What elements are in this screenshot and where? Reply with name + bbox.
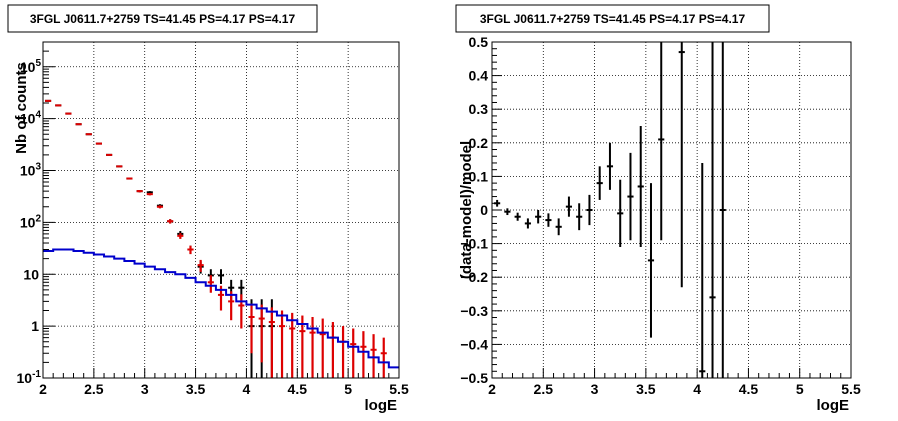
x-tick-label: 2.5 bbox=[84, 381, 104, 397]
y-tick-label: 0.2 bbox=[469, 135, 489, 151]
y-tick-label: 0.4 bbox=[469, 68, 489, 84]
y-tick-label: 0 bbox=[480, 202, 488, 218]
x-tick-label: 2 bbox=[39, 381, 47, 397]
plot-area bbox=[494, 42, 726, 378]
x-axis-title: logE bbox=[817, 397, 850, 414]
x-tick-label: 3.5 bbox=[636, 381, 656, 397]
x-tick-label: 3 bbox=[591, 381, 599, 397]
residuals-panel: 3FGL J0611.7+2759 TS=41.45 PS=4.17 PS=4.… bbox=[455, 4, 861, 414]
y-axis-title: Nb of counts bbox=[13, 62, 30, 154]
x-tick-label: 4.5 bbox=[739, 381, 759, 397]
counts-panel: 3FGL J0611.7+2759 TS=41.45 PS=4.17 PS=4.… bbox=[7, 4, 409, 414]
x-tick-label: 2.5 bbox=[534, 381, 554, 397]
y-tick-label: 0.3 bbox=[469, 101, 489, 117]
y-tick-label: −0.1 bbox=[460, 236, 488, 252]
y-tick-label: 0.5 bbox=[469, 34, 489, 50]
y-tick-label: 103 bbox=[20, 162, 42, 179]
plot-frame bbox=[491, 41, 852, 379]
title-box bbox=[455, 4, 770, 33]
y-tick-label: 0.1 bbox=[469, 168, 489, 184]
x-tick-label: 4 bbox=[693, 381, 701, 397]
y-tick-label: 1 bbox=[31, 318, 39, 334]
x-tick-label: 5 bbox=[796, 381, 804, 397]
chart-title: 3FGL J0611.7+2759 TS=41.45 PS=4.17 PS=4.… bbox=[30, 12, 296, 26]
y-tick-label: 104 bbox=[20, 110, 42, 127]
x-axis-title: logE bbox=[365, 397, 398, 414]
y-axis-title: (data-model)/model bbox=[458, 141, 475, 279]
x-tick-label: 4.5 bbox=[288, 381, 308, 397]
y-tick-label: 10 bbox=[23, 266, 39, 282]
plot-frame bbox=[42, 41, 400, 379]
x-tick-label: 3 bbox=[141, 381, 149, 397]
x-tick-label: 5.5 bbox=[389, 381, 409, 397]
y-tick-label: −0.4 bbox=[460, 336, 488, 352]
x-tick-label: 5.5 bbox=[841, 381, 861, 397]
x-tick-label: 4 bbox=[243, 381, 251, 397]
y-tick-label: 102 bbox=[20, 213, 42, 230]
y-tick-label: −0.2 bbox=[460, 269, 488, 285]
y-tick-label: 10-1 bbox=[17, 369, 42, 386]
plot-area bbox=[43, 99, 399, 378]
title-box bbox=[7, 4, 318, 33]
x-tick-label: 2 bbox=[488, 381, 496, 397]
model-step-line bbox=[43, 248, 399, 369]
y-tick-label: −0.3 bbox=[460, 303, 488, 319]
x-tick-label: 5 bbox=[344, 381, 352, 397]
y-tick-label: 105 bbox=[20, 58, 42, 75]
x-tick-label: 3.5 bbox=[186, 381, 206, 397]
y-tick-label: −0.5 bbox=[460, 370, 488, 386]
chart-title: 3FGL J0611.7+2759 TS=41.45 PS=4.17 PS=4.… bbox=[480, 12, 746, 26]
